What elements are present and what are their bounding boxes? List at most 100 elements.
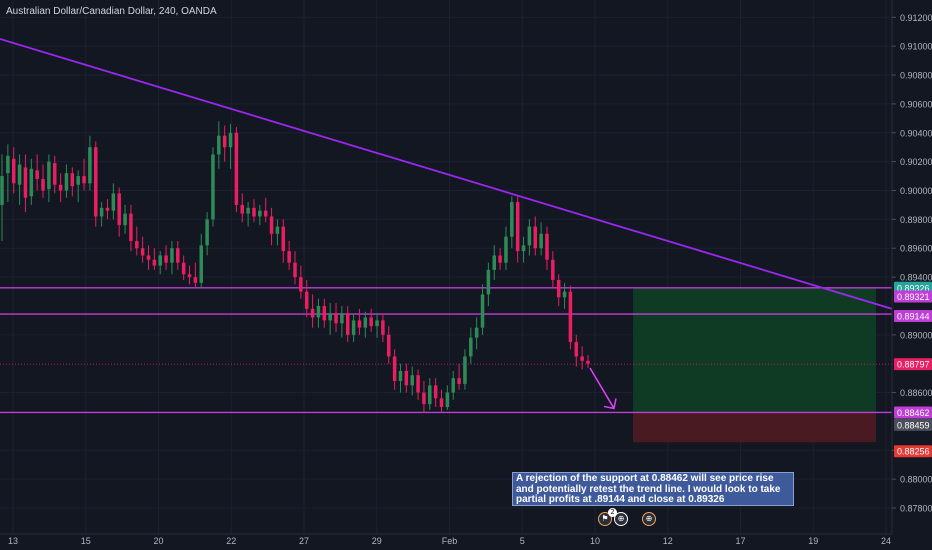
time-tick-label: 12 xyxy=(663,536,673,546)
time-axis[interactable]: 13 15 20 22 27 29 Feb 5 10 12 17 19 24 xyxy=(8,536,891,546)
candle-body xyxy=(574,342,579,357)
candle-body xyxy=(515,202,520,252)
candle-body xyxy=(351,320,356,335)
candle-body xyxy=(252,207,256,217)
time-tick-label: 15 xyxy=(81,536,91,546)
candle-body xyxy=(556,279,561,298)
candle-body xyxy=(504,236,508,263)
candle-body xyxy=(310,308,315,318)
price-label-box xyxy=(894,418,932,431)
candle-body xyxy=(222,135,227,148)
time-tick-label: 10 xyxy=(590,536,600,546)
candle-body xyxy=(152,259,157,266)
candle-body xyxy=(357,320,362,328)
candle-body xyxy=(246,207,250,214)
candle-body xyxy=(375,320,379,327)
price-tick-label: 0.91000 xyxy=(900,42,932,52)
price-label-text: 0.89321 xyxy=(897,292,930,302)
price-label-text: 0.88462 xyxy=(897,408,930,418)
candle-body xyxy=(52,163,57,185)
candle-body xyxy=(76,176,80,185)
candle-body xyxy=(293,262,297,278)
price-tick-label: 0.89800 xyxy=(900,215,932,225)
candle-body xyxy=(23,167,28,198)
candle-body xyxy=(181,262,186,275)
candle-body xyxy=(228,132,233,148)
candle-body xyxy=(70,173,75,187)
projection-arrow-head xyxy=(603,398,617,410)
price-tick-label: 0.90400 xyxy=(900,128,932,138)
price-tick-label: 0.89400 xyxy=(900,273,932,283)
candle-body xyxy=(533,226,538,249)
candle-body xyxy=(521,245,526,252)
candle-body xyxy=(463,356,467,384)
candle-body xyxy=(492,255,496,270)
candle-body xyxy=(176,248,180,263)
candle-body xyxy=(416,375,420,393)
stop-loss-zone xyxy=(633,412,876,443)
candle-body xyxy=(105,207,110,211)
candle-body xyxy=(234,132,239,205)
candle-body xyxy=(82,176,86,184)
candle-body xyxy=(551,259,555,280)
candle-body xyxy=(17,164,22,185)
price-tick-label: 0.90600 xyxy=(900,99,932,109)
candle-body xyxy=(275,226,280,234)
chart-title: Australian Dollar/Canadian Dollar, 240, … xyxy=(6,6,217,17)
candle-body xyxy=(117,193,121,226)
candle-body xyxy=(205,219,209,246)
candle-body xyxy=(11,158,16,184)
candle-body xyxy=(404,370,409,386)
candle-body xyxy=(322,305,327,321)
price-tick-label: 0.88600 xyxy=(900,388,932,398)
candle-body xyxy=(135,241,139,249)
candle-body xyxy=(287,251,291,263)
time-tick-label: 13 xyxy=(8,536,18,546)
price-label-box xyxy=(894,290,932,303)
globe-icon[interactable]: ⊕ xyxy=(642,512,656,526)
time-tick-label: 29 xyxy=(372,536,382,546)
candle-body xyxy=(240,204,245,214)
projection-arrow-group xyxy=(589,367,617,410)
price-tick-label: 0.90800 xyxy=(900,71,932,81)
price-tick-label: 0.87800 xyxy=(900,504,932,514)
candle-body xyxy=(129,213,133,242)
candle-body xyxy=(363,317,368,328)
candle-body xyxy=(480,294,485,328)
price-label-box xyxy=(894,445,932,458)
time-tick-label: 5 xyxy=(520,536,525,546)
candle-body xyxy=(47,161,51,190)
candle-body xyxy=(170,248,174,263)
position-zones xyxy=(633,287,876,443)
time-tick-label: 22 xyxy=(226,536,236,546)
candle-body xyxy=(562,291,567,298)
support-resistance-lines xyxy=(0,287,892,414)
candle-body xyxy=(281,226,286,252)
candle-body xyxy=(422,392,426,405)
candle-body xyxy=(123,213,127,226)
candle-body xyxy=(510,202,514,237)
price-tick-label: 0.88000 xyxy=(900,475,932,485)
candle-body xyxy=(369,317,373,327)
candle-body xyxy=(304,291,309,309)
candle-body xyxy=(99,207,104,217)
descending-trend-line xyxy=(0,38,893,310)
candle-body xyxy=(580,356,584,361)
candle-body xyxy=(474,327,479,338)
price-tick-label: 0.89600 xyxy=(900,244,932,254)
candle-body xyxy=(29,168,34,197)
candle-body xyxy=(187,274,192,278)
globe-icon[interactable]: ⊕ xyxy=(614,512,628,526)
price-tick-label: 0.90000 xyxy=(900,186,932,196)
candle-body xyxy=(445,392,450,407)
candle-body xyxy=(539,233,543,249)
candle-body xyxy=(457,378,461,384)
candle-body xyxy=(340,313,344,324)
flag-icon[interactable]: 2 ⚑ xyxy=(598,508,617,526)
candle-body xyxy=(469,337,473,357)
trade-note-annotation[interactable]: A rejection of the support at 0.88462 wi… xyxy=(512,472,794,506)
candle-body xyxy=(0,176,4,205)
price-tick-label: 0.89000 xyxy=(900,330,932,340)
